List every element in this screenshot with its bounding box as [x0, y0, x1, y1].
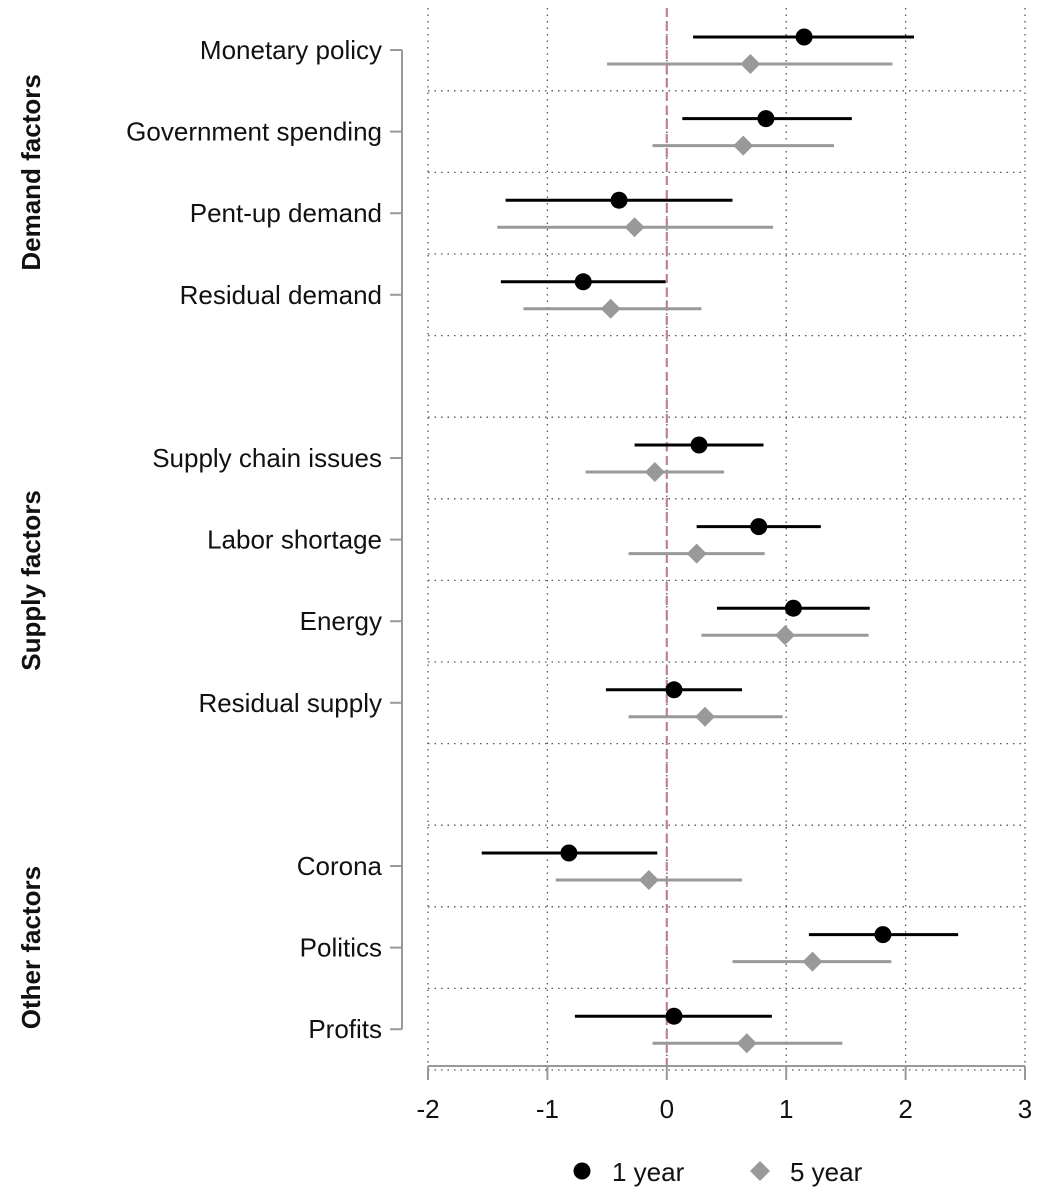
point-marker	[665, 681, 683, 699]
point-marker	[690, 436, 708, 454]
category-label: Supply chain issues	[152, 443, 382, 473]
x-tick-label: -2	[416, 1094, 439, 1124]
category-label: Politics	[300, 933, 382, 963]
legend-label-1-year: 1 year	[612, 1157, 685, 1187]
point-marker	[560, 844, 578, 862]
category-label: Residual supply	[198, 688, 382, 718]
category-label: Residual demand	[180, 280, 382, 310]
diamond-marker	[600, 298, 621, 319]
x-tick-label: 1	[779, 1094, 793, 1124]
legend-label-5-year: 5 year	[790, 1157, 863, 1187]
category-label: Corona	[297, 851, 383, 881]
point-marker	[795, 28, 813, 46]
x-tick-label: 0	[660, 1094, 674, 1124]
diamond-marker	[624, 217, 645, 238]
diamond-marker	[644, 462, 665, 482]
point-marker	[784, 599, 802, 617]
diamond-marker	[775, 625, 796, 646]
diamond-marker	[736, 1033, 757, 1054]
group-label: Supply factors	[16, 490, 46, 671]
legend-marker-5-year	[750, 1161, 770, 1181]
category-label: Energy	[300, 606, 382, 636]
category-label: Pent-up demand	[190, 198, 382, 228]
category-label: Labor shortage	[207, 525, 382, 555]
group-label: Other factors	[16, 866, 46, 1029]
diamond-marker	[802, 951, 823, 972]
x-tick-label: -1	[536, 1094, 559, 1124]
category-label: Government spending	[126, 117, 382, 147]
diamond-marker	[733, 135, 754, 156]
diamond-marker	[638, 870, 659, 890]
legend-marker-1-year	[573, 1162, 591, 1180]
point-marker	[750, 518, 768, 536]
point-marker	[610, 191, 628, 209]
x-tick-label: 2	[898, 1094, 912, 1124]
group-label: Demand factors	[16, 74, 46, 271]
diamond-marker	[686, 543, 707, 564]
category-label: Profits	[308, 1014, 382, 1044]
diamond-marker	[695, 706, 716, 727]
point-marker	[574, 273, 592, 291]
point-marker	[665, 1007, 683, 1025]
x-tick-label: 3	[1018, 1094, 1032, 1124]
diamond-marker	[740, 54, 761, 74]
category-label: Monetary policy	[200, 35, 382, 65]
point-marker	[757, 110, 775, 128]
point-marker	[874, 926, 892, 944]
